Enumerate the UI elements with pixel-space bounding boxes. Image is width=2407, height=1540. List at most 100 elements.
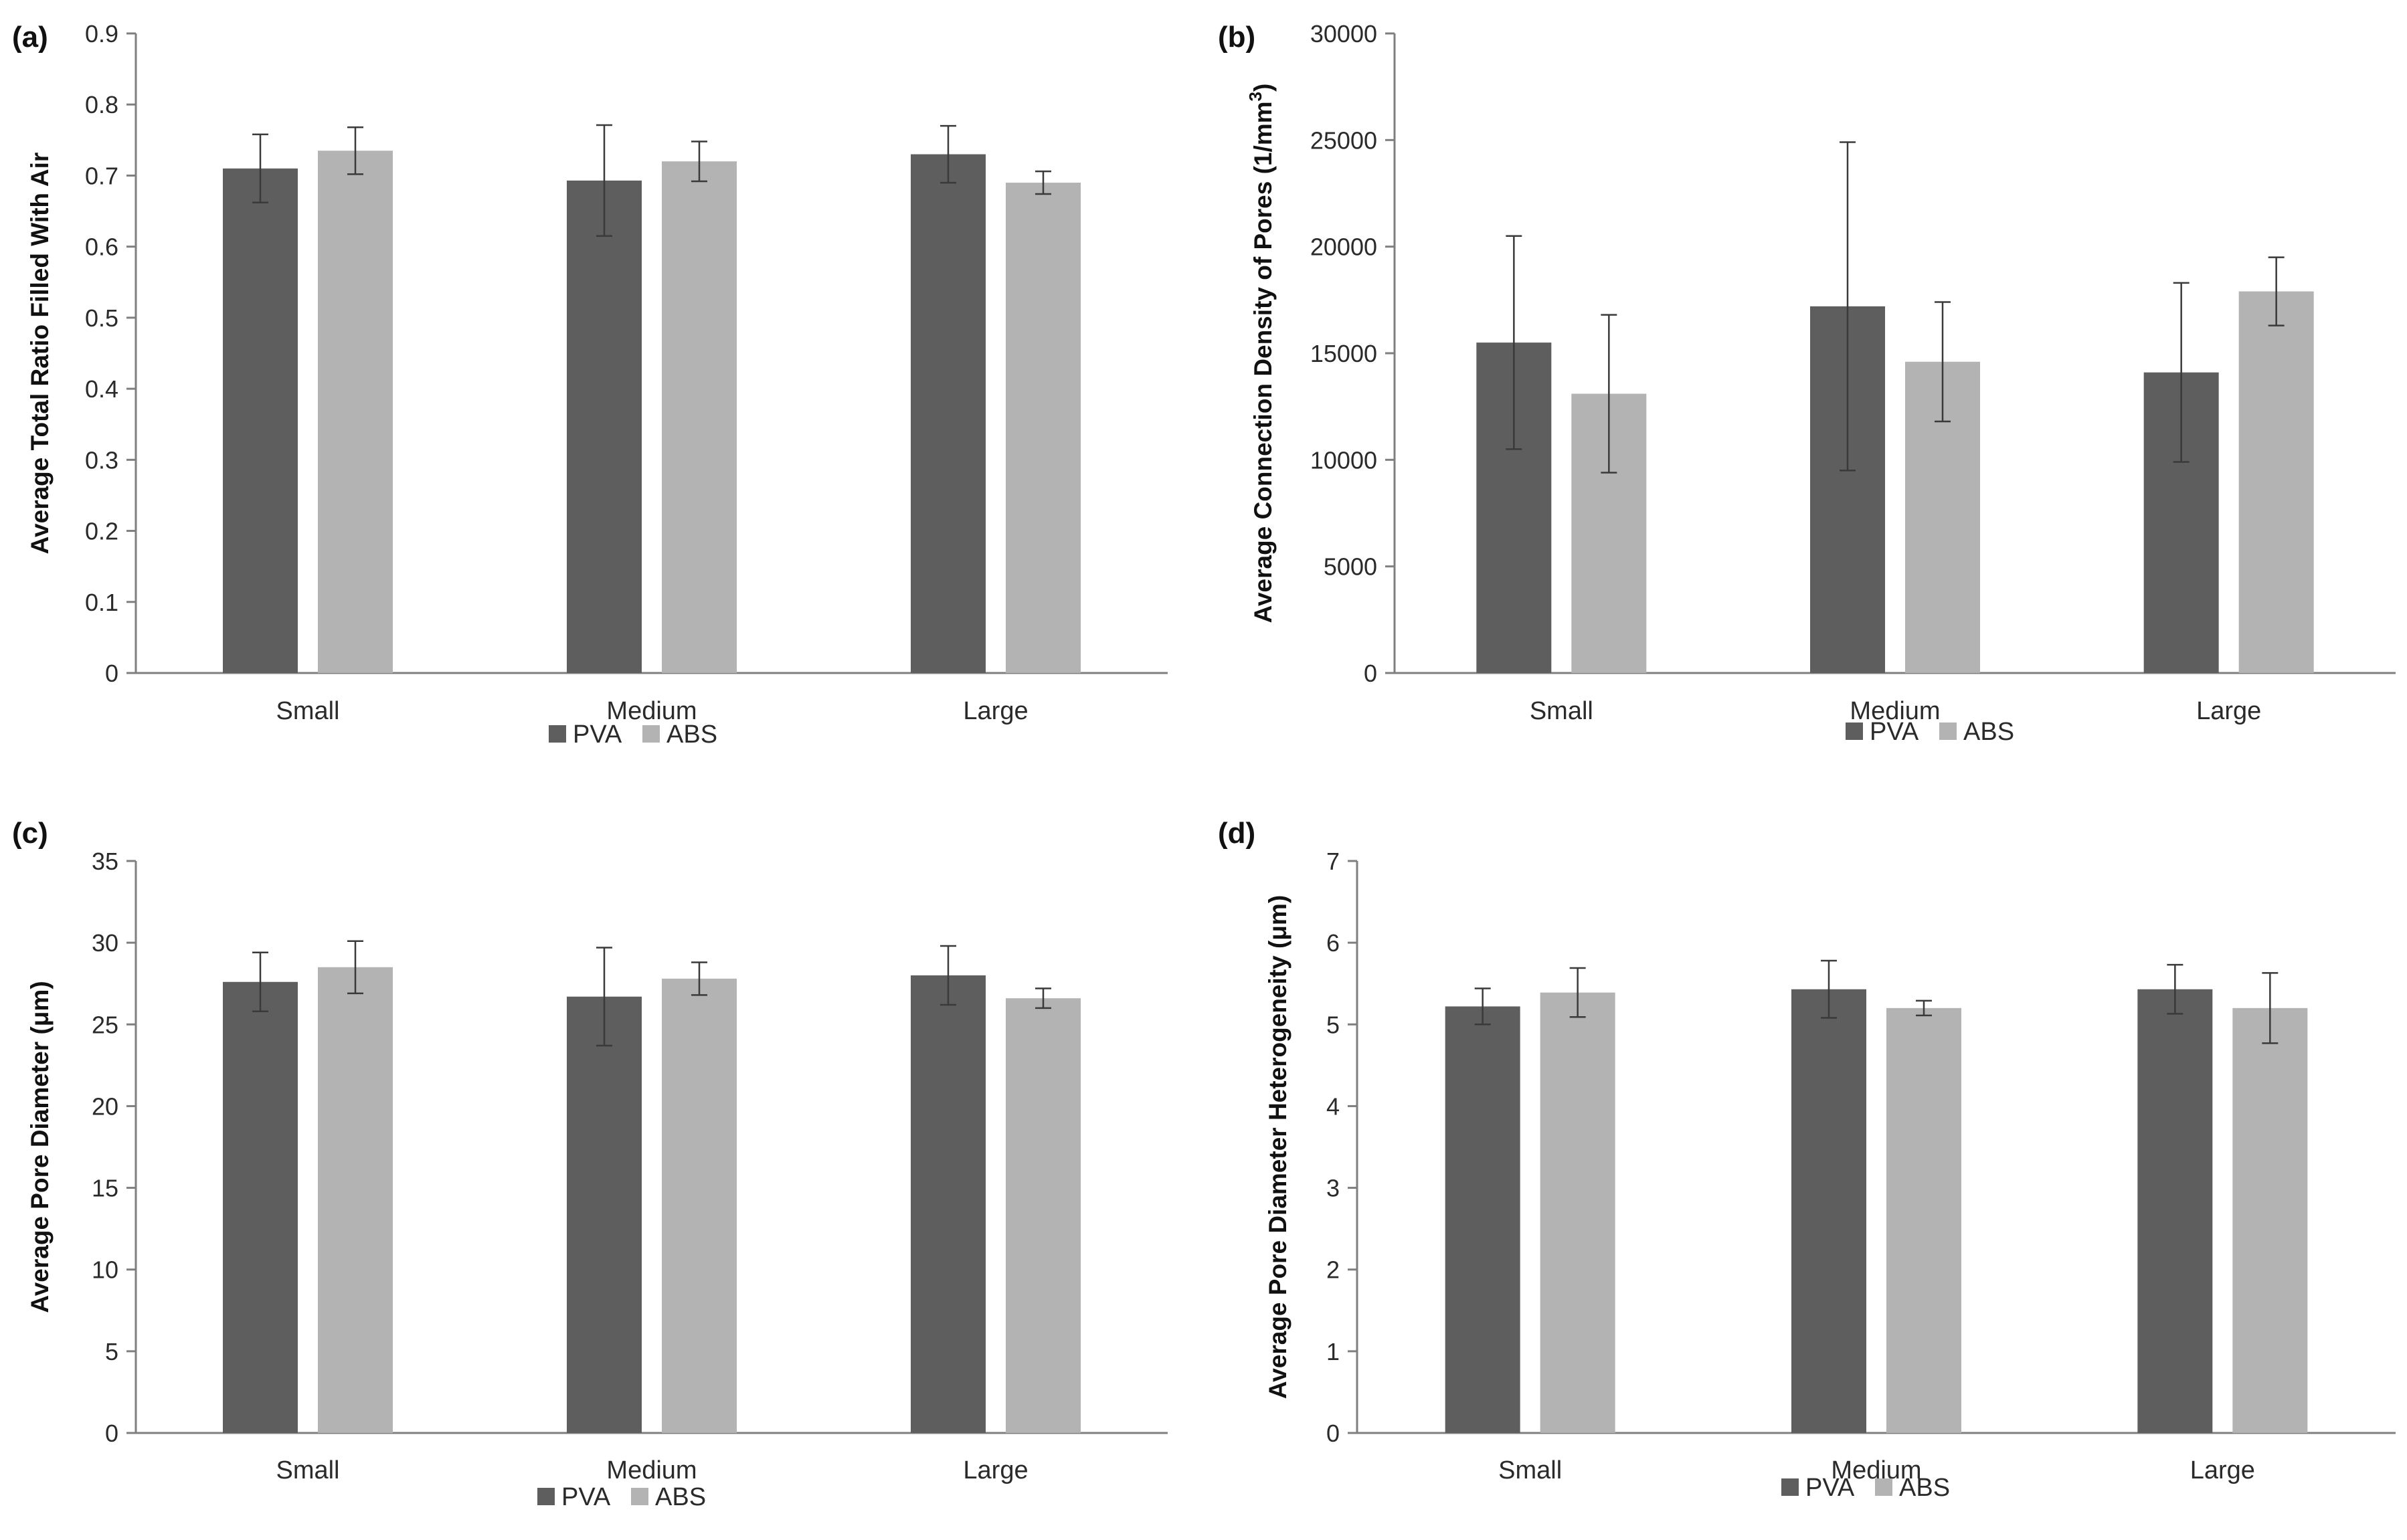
bar-abs-large xyxy=(1006,998,1081,1433)
y-tick-label: 3 xyxy=(1326,1175,1340,1202)
x-category-label: Large xyxy=(963,1456,1028,1484)
y-axis-title: Average Total Ratio Filled With Air xyxy=(26,153,54,555)
y-axis-title: Average Pore Diameter Heterogeneity (μm) xyxy=(1264,895,1291,1399)
y-tick-label: 25000 xyxy=(1310,126,1377,154)
legend-label: ABS xyxy=(666,720,717,749)
x-category-label: Medium xyxy=(1850,697,1940,725)
y-axis-title-text: Average Total Ratio Filled With Air xyxy=(26,153,54,555)
y-tick-label: 30 xyxy=(92,929,118,957)
bar-abs-large xyxy=(2232,1007,2308,1433)
x-category-label: Medium xyxy=(606,697,697,725)
y-tick-label: 0.9 xyxy=(85,20,118,47)
bar-abs-large xyxy=(1006,183,1081,674)
y-tick-label: 0.2 xyxy=(85,518,118,545)
y-tick-label: 2 xyxy=(1326,1256,1340,1284)
legend-swatch-abs xyxy=(1875,1478,1892,1496)
bar-pva-small xyxy=(223,168,298,674)
bar-pva-large xyxy=(911,154,986,674)
panel-label: (a) xyxy=(12,21,48,54)
y-axis-title-text: Average Pore Diameter Heterogeneity (μm) xyxy=(1264,895,1291,1399)
legend-label: PVA xyxy=(1870,718,1919,746)
bar-abs-small xyxy=(318,967,393,1433)
legend-swatch-pva xyxy=(549,725,566,743)
legend-swatch-pva xyxy=(537,1488,555,1505)
y-axis-title: Average Pore Diameter (μm) xyxy=(26,981,54,1313)
y-tick-label: 4 xyxy=(1326,1092,1340,1120)
y-tick-label: 0 xyxy=(105,1420,118,1447)
x-category-label: Large xyxy=(963,697,1028,725)
y-axis-title: Average Connection Density of Pores (1/m… xyxy=(1245,84,1277,623)
legend-swatch-abs xyxy=(1939,723,1957,740)
y-tick-label: 5000 xyxy=(1324,553,1377,581)
x-category-label: Small xyxy=(276,697,339,725)
x-category-label: Large xyxy=(2190,1456,2255,1484)
y-tick-label: 0.6 xyxy=(85,233,118,261)
y-tick-label: 0 xyxy=(1364,660,1377,687)
bar-abs-large xyxy=(2238,291,2314,673)
y-tick-label: 20 xyxy=(92,1092,118,1120)
y-tick-label: 6 xyxy=(1326,929,1340,957)
y-tick-label: 15 xyxy=(92,1175,118,1202)
y-tick-label: 30000 xyxy=(1310,20,1377,47)
panel-label: (d) xyxy=(1218,817,1255,850)
y-tick-label: 10 xyxy=(92,1256,118,1284)
y-tick-label: 0.4 xyxy=(85,375,118,403)
y-tick-label: 0 xyxy=(105,660,118,687)
bar-pva-small xyxy=(1445,1006,1520,1433)
chart-panel-a: (a) 0 0.1 0.2 0.3 0.4 0.5 0.6 0.7 0.8 0.9 Average T… xyxy=(12,20,1168,749)
legend-label: PVA xyxy=(1805,1474,1855,1502)
legend: PVA ABS xyxy=(549,720,717,749)
legend-swatch-pva xyxy=(1846,723,1863,740)
y-tick-label: 0 xyxy=(1326,1420,1340,1447)
chart-panel-c: (c) 0 5 10 15 20 25 30 35 Average Pore Diameter (… xyxy=(12,817,1168,1511)
legend-swatch-abs xyxy=(631,1488,648,1505)
bar-pva-small xyxy=(223,981,298,1433)
y-tick-label: 25 xyxy=(92,1011,118,1038)
y-tick-label: 20000 xyxy=(1310,233,1377,261)
y-tick-label: 7 xyxy=(1326,848,1340,875)
legend-swatch-pva xyxy=(1781,1478,1799,1496)
bar-abs-small xyxy=(318,151,393,673)
y-axis-title-text: Average Connection Density of Pores (1/m… xyxy=(1249,101,1277,623)
y-tick-label: 0.8 xyxy=(85,91,118,118)
panel-label: (c) xyxy=(12,817,48,850)
y-tick-label: 10000 xyxy=(1310,446,1377,474)
y-axis-title-text: Average Pore Diameter (μm) xyxy=(26,981,54,1313)
bar-pva-large xyxy=(2137,989,2213,1433)
bar-pva-large xyxy=(911,975,986,1433)
y-tick-label: 5 xyxy=(105,1338,118,1365)
x-category-label: Small xyxy=(1498,1456,1562,1484)
x-category-label: Small xyxy=(276,1456,339,1484)
y-tick-label: 35 xyxy=(92,848,118,875)
bar-pva-medium xyxy=(1791,989,1866,1433)
legend: PVA ABS xyxy=(1846,718,2014,746)
x-category-label: Large xyxy=(2196,697,2261,725)
y-tick-label: 1 xyxy=(1326,1338,1340,1365)
bar-abs-medium xyxy=(1886,1007,1961,1433)
y-tick-label: 0.5 xyxy=(85,304,118,332)
y-axis-title-end: ) xyxy=(1249,84,1277,92)
y-tick-label: 0.7 xyxy=(85,162,118,189)
chart-panel-b: (b) 0 5000 10000 15000 20000 25000 30000 Average… xyxy=(1218,20,2396,746)
bar-abs-small xyxy=(1540,992,1615,1433)
y-tick-label: 15000 xyxy=(1310,340,1377,367)
x-category-label: Medium xyxy=(606,1456,697,1484)
y-tick-label: 5 xyxy=(1326,1011,1340,1038)
x-category-label: Small xyxy=(1530,697,1593,725)
bar-abs-medium xyxy=(662,161,737,673)
bar-abs-medium xyxy=(662,978,737,1433)
y-tick-label: 0.1 xyxy=(85,589,118,616)
legend-label: ABS xyxy=(1963,718,2014,746)
y-tick-label: 0.3 xyxy=(85,446,118,474)
legend-label: PVA xyxy=(573,720,622,749)
legend-label: ABS xyxy=(655,1483,706,1511)
legend: PVA ABS xyxy=(1781,1474,1950,1502)
legend: PVA ABS xyxy=(537,1483,706,1511)
legend-swatch-abs xyxy=(642,725,660,743)
bar-pva-medium xyxy=(567,180,642,673)
bar-pva-medium xyxy=(567,996,642,1433)
legend-label: ABS xyxy=(1899,1474,1950,1502)
y-axis-title-sup: 3 xyxy=(1245,92,1265,101)
chart-panel-d: (d) 0 1 2 3 4 5 6 7 Average Pore Diameter Heterog… xyxy=(1218,817,2396,1502)
